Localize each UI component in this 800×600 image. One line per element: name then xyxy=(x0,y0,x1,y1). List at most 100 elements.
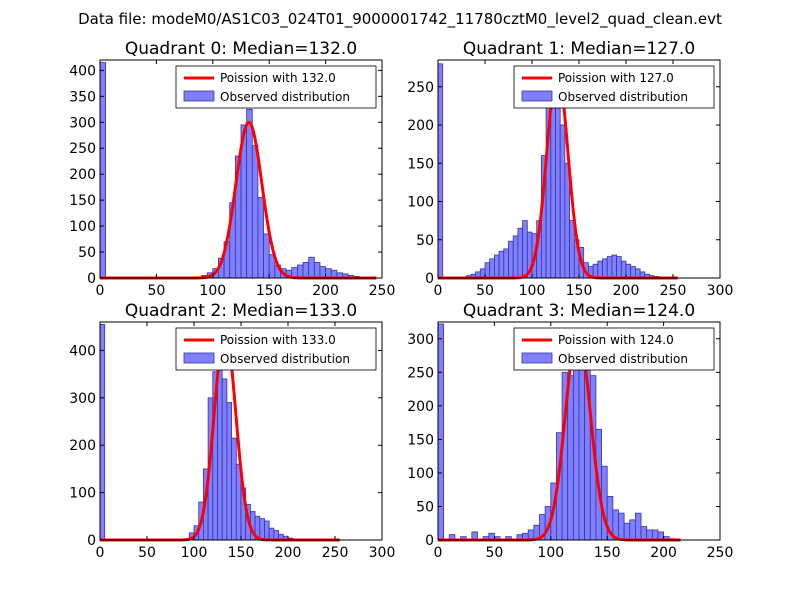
histogram-bar xyxy=(226,402,232,541)
histogram-bar xyxy=(517,227,524,279)
histogram-bar xyxy=(493,254,500,279)
legend: Poission with 127.0 Observed distribution xyxy=(513,65,715,109)
legend-bar-label: Observed distribution xyxy=(558,352,688,366)
histogram-bar xyxy=(569,220,575,279)
y-tick-label: 0 xyxy=(425,271,434,287)
histogram-bar xyxy=(651,529,659,541)
legend: Poission with 124.0 Observed distribution xyxy=(513,327,715,371)
axes-frame xyxy=(99,59,383,279)
y-tick-label: 100 xyxy=(407,195,434,211)
histogram-bar xyxy=(640,526,648,541)
y-tick-label: 0 xyxy=(425,533,434,549)
x-tick-label: 200 xyxy=(613,283,640,299)
subplot-title: Quadrant 2: Median=133.0 xyxy=(125,301,357,321)
legend-line-label: Poission with 127.0 xyxy=(558,71,674,85)
y-tick-label: 250 xyxy=(69,141,96,157)
histogram-bar xyxy=(264,520,270,541)
histogram-bar xyxy=(498,250,505,279)
histogram-bar xyxy=(616,256,622,279)
histogram-bar xyxy=(484,262,491,279)
x-tick-label: 200 xyxy=(312,283,339,299)
legend-bar-swatch xyxy=(521,352,553,364)
x-tick-label: 100 xyxy=(199,283,226,299)
x-tick-label: 150 xyxy=(566,283,593,299)
y-tick-label: 100 xyxy=(69,219,96,235)
histogram-bar xyxy=(257,197,264,279)
subplot-title: Quadrant 1: Median=127.0 xyxy=(463,39,695,59)
histogram-bar xyxy=(629,519,636,541)
x-tick-label: 50 xyxy=(147,283,165,299)
histogram-bar xyxy=(489,258,495,279)
histogram-bar xyxy=(251,145,259,279)
histogram-bar xyxy=(246,108,253,279)
y-tick-label: 400 xyxy=(69,63,96,79)
subplot-title: Quadrant 0: Median=132.0 xyxy=(125,39,357,59)
histogram-bar xyxy=(231,437,237,541)
histogram-bar xyxy=(606,256,613,279)
histogram-bar xyxy=(623,522,631,541)
x-tick-label: 0 xyxy=(96,545,105,561)
legend-bar-swatch xyxy=(183,352,215,364)
subplot-quadrant-3: Quadrant 3: Median=124.0 0 50 100 150 200 250 0… xyxy=(407,301,733,561)
histogram-bar xyxy=(437,63,444,279)
y-tick-label: 100 xyxy=(69,486,96,502)
legend-bar-label: Observed distribution xyxy=(558,90,688,104)
y-tick-label: 50 xyxy=(78,245,96,261)
legend: Poission with 133.0 Observed distribution xyxy=(175,327,377,371)
histogram-bar xyxy=(259,518,265,541)
legend-line-label: Poission with 132.0 xyxy=(220,71,336,85)
legend-bar-swatch xyxy=(521,90,553,102)
x-tick-label: 300 xyxy=(707,283,734,299)
y-tick-label: 200 xyxy=(407,399,434,415)
y-tick-label: 250 xyxy=(407,365,434,381)
x-tick-label: 50 xyxy=(138,545,156,561)
histogram-bar xyxy=(572,361,580,541)
x-tick-label: 200 xyxy=(275,545,302,561)
x-tick-label: 250 xyxy=(660,283,687,299)
x-tick-label: 0 xyxy=(434,283,443,299)
x-tick-label: 200 xyxy=(650,545,677,561)
histogram-bars xyxy=(437,323,676,541)
axes-frame xyxy=(437,321,721,541)
legend-line-label: Poission with 124.0 xyxy=(558,333,674,347)
y-tick-label: 350 xyxy=(69,89,96,105)
x-tick-label: 100 xyxy=(181,545,208,561)
y-tick-label: 400 xyxy=(69,343,96,359)
x-tick-label: 50 xyxy=(485,545,503,561)
legend-bar-label: Observed distribution xyxy=(220,90,350,104)
y-tick-label: 150 xyxy=(69,193,96,209)
y-tick-label: 250 xyxy=(407,80,434,96)
subplot-quadrant-1: Quadrant 1: Median=127.0 0 50 100 150 200 250 3… xyxy=(407,39,733,299)
histogram-bar xyxy=(99,323,106,541)
legend-bar-label: Observed distribution xyxy=(220,352,350,366)
histogram-bar xyxy=(620,260,627,279)
histogram-bar xyxy=(618,512,625,541)
histogram-bar xyxy=(296,264,304,279)
x-tick-label: 250 xyxy=(369,283,396,299)
histogram-bar xyxy=(319,266,326,279)
y-tick-label: 200 xyxy=(407,118,434,134)
y-tick-label: 50 xyxy=(416,233,434,249)
figure-title: Data file: modeM0/AS1C03_024T01_90000017… xyxy=(78,10,722,29)
legend-bar-swatch xyxy=(183,90,215,102)
histogram-bar xyxy=(503,248,509,279)
histogram-bar xyxy=(559,124,566,279)
histogram-bar xyxy=(635,512,642,541)
y-tick-label: 300 xyxy=(69,115,96,131)
histogram-bar xyxy=(646,529,653,541)
y-tick-label: 0 xyxy=(87,271,96,287)
y-tick-label: 200 xyxy=(69,438,96,454)
x-tick-label: 300 xyxy=(369,545,396,561)
y-tick-label: 0 xyxy=(87,533,96,549)
x-tick-label: 150 xyxy=(256,283,283,299)
histogram-bar xyxy=(567,375,574,541)
histogram-bar xyxy=(555,82,561,279)
histogram-bar xyxy=(512,235,519,279)
histogram-bar xyxy=(508,240,514,279)
histogram-bar xyxy=(302,262,310,279)
x-tick-label: 100 xyxy=(519,283,546,299)
histogram-bar xyxy=(625,263,632,279)
histogram-bar xyxy=(313,262,321,279)
x-tick-label: 150 xyxy=(228,545,255,561)
